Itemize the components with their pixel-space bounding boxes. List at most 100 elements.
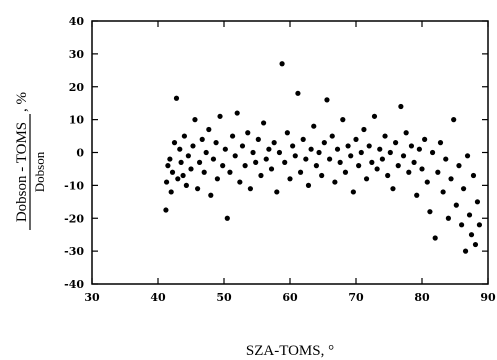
data-points <box>163 61 483 254</box>
data-point <box>395 163 401 169</box>
data-point <box>163 207 169 213</box>
data-point <box>348 153 354 159</box>
data-point <box>290 143 296 149</box>
data-point <box>208 192 214 198</box>
data-point <box>276 149 283 156</box>
y-axis-title-denominator: Dobson <box>32 151 47 192</box>
data-point <box>177 146 183 152</box>
data-point <box>369 159 375 165</box>
data-point <box>334 146 341 152</box>
data-point <box>332 179 338 185</box>
data-point <box>382 133 388 139</box>
data-point <box>327 156 333 162</box>
data-point <box>183 182 189 188</box>
data-point <box>353 136 359 142</box>
data-point <box>167 156 173 162</box>
data-point <box>470 172 477 179</box>
data-point <box>224 215 230 221</box>
x-tick-label: 30 <box>84 291 100 304</box>
data-point <box>255 136 261 142</box>
y-tick-label: 40 <box>69 15 85 28</box>
data-point <box>214 176 220 182</box>
data-point <box>408 143 415 149</box>
data-point <box>342 169 349 175</box>
data-point <box>398 103 404 110</box>
data-point <box>185 153 191 159</box>
y-tick-label: 0 <box>76 147 84 160</box>
data-point <box>432 235 438 241</box>
x-tick-label: 50 <box>216 291 232 304</box>
data-point <box>258 172 264 179</box>
data-point <box>374 166 380 172</box>
data-point <box>237 179 243 185</box>
data-point <box>227 169 233 175</box>
data-point <box>165 163 171 169</box>
data-point <box>242 163 248 169</box>
data-point <box>400 153 407 159</box>
data-point <box>206 126 212 133</box>
data-point <box>171 140 178 146</box>
data-point <box>468 232 475 238</box>
data-point <box>416 146 422 152</box>
y-tick-label: 10 <box>69 114 85 127</box>
data-point <box>287 176 293 182</box>
data-point <box>188 166 194 172</box>
data-point <box>192 117 198 123</box>
data-point <box>377 146 383 152</box>
data-point <box>437 140 444 146</box>
data-point <box>476 222 483 228</box>
x-tick-label: 90 <box>480 291 496 304</box>
data-point <box>340 117 346 123</box>
data-point <box>284 130 290 136</box>
data-point <box>305 182 312 188</box>
data-point <box>385 172 391 179</box>
data-point <box>422 136 428 142</box>
data-point <box>168 189 174 195</box>
data-point <box>163 179 170 185</box>
data-point <box>203 149 209 156</box>
x-tick-label: 60 <box>282 291 298 304</box>
data-point <box>356 163 362 169</box>
data-point <box>440 189 446 195</box>
data-point <box>445 215 451 221</box>
data-point <box>427 209 433 215</box>
data-point <box>175 176 181 182</box>
data-point <box>245 130 251 136</box>
data-point <box>250 149 256 156</box>
data-point <box>263 156 269 162</box>
data-point <box>358 149 364 156</box>
y-tick-label: -10 <box>64 179 84 192</box>
data-point <box>178 159 184 165</box>
data-point <box>308 146 314 152</box>
data-point <box>459 222 465 228</box>
data-point <box>292 153 298 159</box>
data-point <box>414 192 420 198</box>
y-tick-label: 20 <box>69 81 85 94</box>
x-tick-label: 40 <box>150 291 166 304</box>
data-point <box>345 143 351 149</box>
data-point <box>361 126 367 133</box>
data-point <box>393 140 399 146</box>
data-point <box>213 140 219 146</box>
data-point <box>279 61 285 67</box>
x-axis-title: SZA-TOMS, ° <box>246 343 334 359</box>
x-tick-label: 70 <box>348 291 364 304</box>
data-point <box>337 159 343 165</box>
data-point <box>387 149 393 156</box>
data-point <box>316 149 322 156</box>
data-point <box>282 159 288 165</box>
data-point <box>419 166 425 172</box>
data-point <box>390 186 396 192</box>
axis-ticks <box>91 20 489 285</box>
data-point <box>472 241 479 248</box>
data-point <box>443 156 449 162</box>
data-point <box>451 117 457 123</box>
data-point <box>456 163 462 169</box>
data-point <box>313 163 319 169</box>
data-point <box>324 97 330 103</box>
data-point <box>448 176 454 182</box>
data-point <box>181 133 187 139</box>
data-point <box>321 140 327 146</box>
y-tick-label: -30 <box>64 245 84 258</box>
